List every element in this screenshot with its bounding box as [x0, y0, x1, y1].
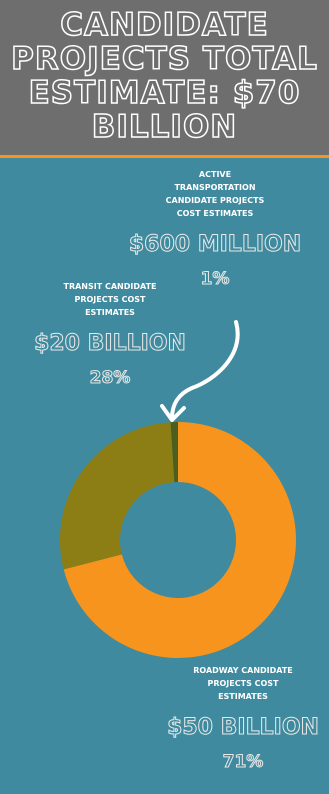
- slice-label: TRANSIT CANDIDATE PROJECTS COST ESTIMATE…: [20, 280, 200, 389]
- chart-title: CANDIDATE PROJECTS TOTAL ESTIMATE: $70 B…: [10, 7, 318, 145]
- value-label: 71%: [222, 752, 264, 773]
- amount-label: $50 BILLION: [167, 715, 320, 741]
- header: CANDIDATE PROJECTS TOTAL ESTIMATE: $70 B…: [0, 0, 329, 158]
- slice-label: ACTIVE TRANSPORTATION CANDIDATE PROJECTS…: [125, 168, 305, 290]
- value-label: 28%: [89, 368, 131, 389]
- slice: [59, 422, 175, 570]
- amount-label: $20 BILLION: [34, 331, 187, 357]
- slice: [63, 422, 297, 659]
- arrow: [170, 320, 240, 420]
- arrow-head: [160, 404, 186, 422]
- category-label: ACTIVE TRANSPORTATION CANDIDATE PROJECTS…: [165, 170, 265, 218]
- value-label: 1%: [200, 269, 230, 290]
- slice: [170, 422, 178, 483]
- amount-label: $600 MILLION: [128, 232, 302, 258]
- category-label: ROADWAY CANDIDATE PROJECTS COST ESTIMATE…: [193, 666, 293, 701]
- slice-label: ROADWAY CANDIDATE PROJECTS COST ESTIMATE…: [153, 664, 329, 773]
- category-label: TRANSIT CANDIDATE PROJECTS COST ESTIMATE…: [63, 282, 157, 317]
